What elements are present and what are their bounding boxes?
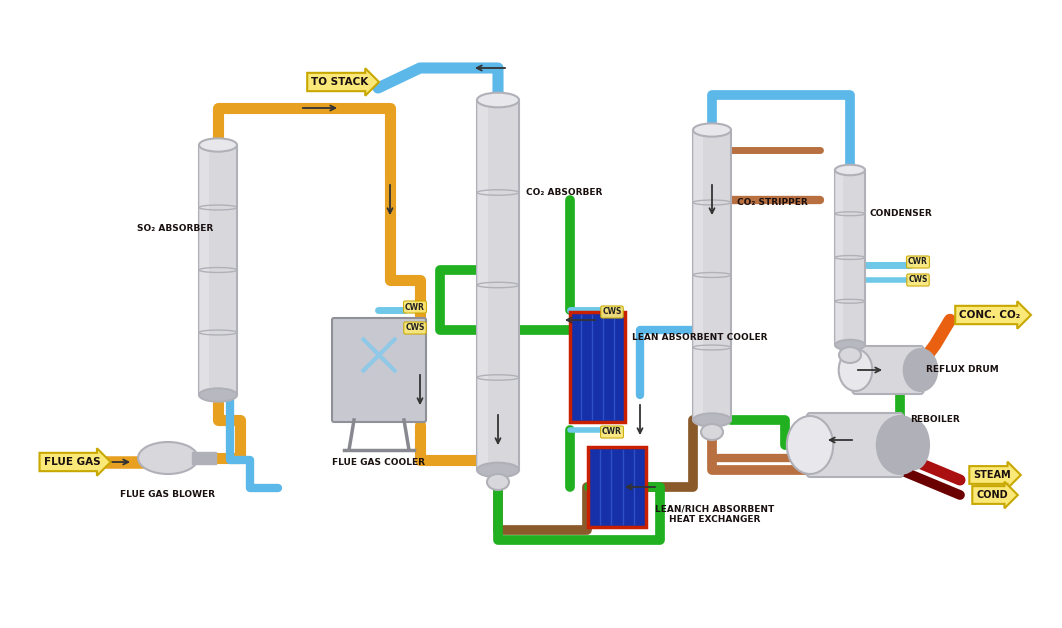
Text: CWS: CWS [602, 308, 621, 317]
FancyBboxPatch shape [693, 130, 702, 420]
FancyBboxPatch shape [853, 346, 924, 394]
Ellipse shape [199, 388, 237, 402]
Text: CWS: CWS [406, 323, 425, 332]
Ellipse shape [477, 93, 519, 107]
Text: CONDENSER: CONDENSER [870, 209, 932, 219]
Text: CWR: CWR [908, 257, 928, 266]
FancyBboxPatch shape [569, 312, 624, 422]
Text: LEAN/RICH ABSORBENT
HEAT EXCHANGER: LEAN/RICH ABSORBENT HEAT EXCHANGER [655, 505, 774, 524]
Bar [192, 452, 216, 464]
FancyBboxPatch shape [835, 170, 842, 345]
Ellipse shape [839, 347, 861, 363]
FancyBboxPatch shape [477, 100, 487, 470]
Ellipse shape [693, 123, 731, 137]
Ellipse shape [477, 463, 519, 477]
Text: SO₂ ABSORBER: SO₂ ABSORBER [137, 224, 213, 233]
Ellipse shape [901, 421, 929, 469]
Text: CONC. CO₂: CONC. CO₂ [959, 310, 1021, 320]
Text: REFLUX DRUM: REFLUX DRUM [926, 365, 998, 374]
Ellipse shape [835, 165, 866, 175]
FancyBboxPatch shape [835, 170, 866, 345]
Text: STEAM: STEAM [973, 470, 1011, 480]
FancyBboxPatch shape [199, 145, 237, 395]
Text: CWR: CWR [405, 303, 425, 311]
Ellipse shape [487, 474, 509, 490]
Ellipse shape [199, 138, 237, 151]
Text: CO₂ ABSORBER: CO₂ ABSORBER [526, 188, 602, 197]
Ellipse shape [701, 424, 723, 440]
FancyBboxPatch shape [693, 130, 731, 420]
FancyBboxPatch shape [807, 413, 903, 477]
Text: LEAN ABSORBENT COOLER: LEAN ABSORBENT COOLER [632, 332, 768, 342]
Text: TO STACK: TO STACK [311, 77, 369, 87]
Text: CO₂ STRIPPER: CO₂ STRIPPER [737, 198, 808, 207]
Text: FLUE GAS COOLER: FLUE GAS COOLER [332, 458, 426, 467]
Ellipse shape [138, 442, 198, 474]
Text: REBOILER: REBOILER [910, 416, 960, 425]
Text: COND: COND [976, 490, 1008, 500]
Ellipse shape [877, 416, 923, 474]
Ellipse shape [904, 349, 938, 391]
FancyBboxPatch shape [477, 100, 519, 470]
FancyBboxPatch shape [588, 447, 646, 527]
Text: FLUE GAS: FLUE GAS [44, 457, 100, 467]
Text: CWR: CWR [602, 428, 622, 436]
Ellipse shape [835, 340, 866, 350]
FancyBboxPatch shape [199, 145, 208, 395]
Ellipse shape [787, 416, 834, 474]
FancyBboxPatch shape [332, 318, 426, 422]
Text: CWS: CWS [908, 276, 928, 284]
Ellipse shape [693, 413, 731, 426]
Ellipse shape [839, 349, 872, 391]
Text: FLUE GAS BLOWER: FLUE GAS BLOWER [120, 490, 216, 499]
